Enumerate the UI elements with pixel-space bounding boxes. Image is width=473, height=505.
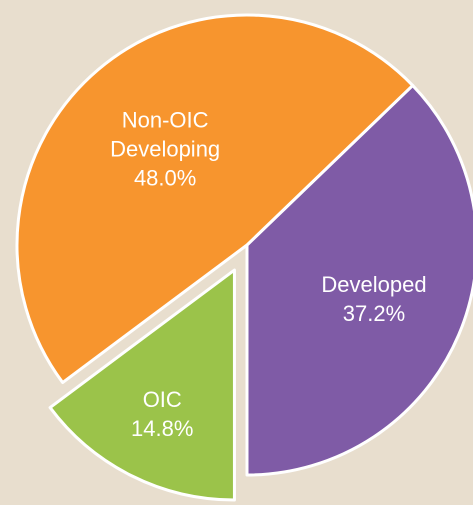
category-label: OIC — [142, 386, 182, 412]
value-label: 48.0% — [133, 165, 197, 191]
slice-label: Non-OIC Developing 48.0% — [103, 105, 227, 192]
slice-label: Developed 37.2% — [312, 270, 436, 328]
value-label: 37.2% — [342, 301, 406, 326]
pie-slice — [245, 83, 473, 477]
pie-slice — [48, 268, 236, 502]
category-label: Non-OIC Developing — [110, 107, 221, 162]
category-label: Developed — [321, 272, 427, 297]
slice-label: OIC 14.8% — [100, 385, 224, 443]
value-label: 14.8% — [131, 415, 194, 441]
pie-slice — [15, 13, 415, 385]
